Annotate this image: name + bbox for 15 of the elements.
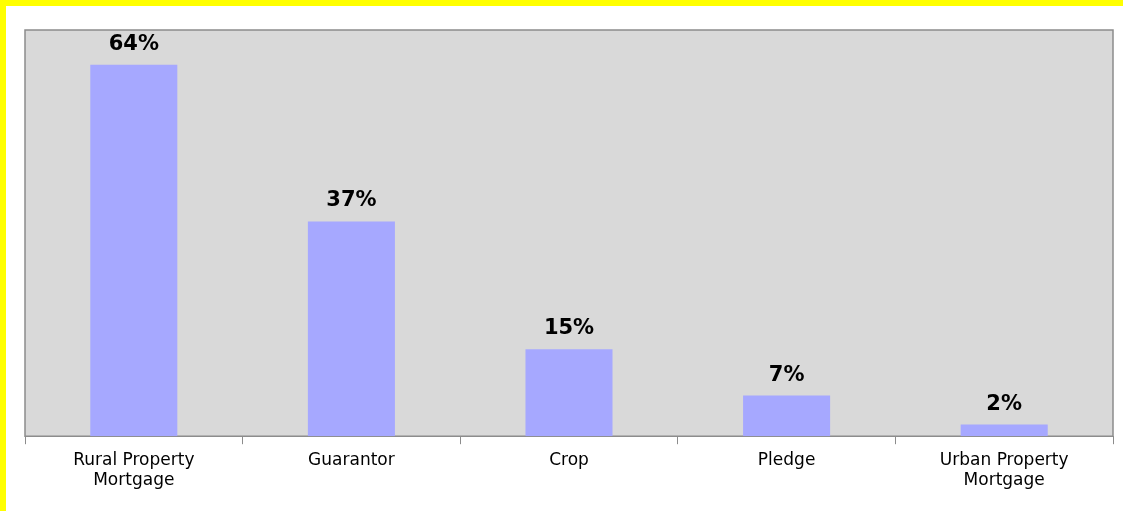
bar — [743, 395, 831, 437]
data-label: 64% — [108, 30, 159, 55]
data-label: 7% — [768, 361, 805, 386]
x-tick-label: Guarantor — [308, 448, 395, 469]
data-label: 15% — [543, 315, 595, 340]
x-tick-label: Rural Property Mortgage — [73, 448, 195, 490]
x-tick-label: Pledge — [757, 448, 816, 469]
bar — [90, 64, 178, 437]
bar — [307, 221, 395, 437]
bar — [525, 349, 613, 437]
x-tick-label: Urban Property Mortgage — [939, 448, 1069, 490]
x-tick-label: Crop — [549, 448, 589, 469]
data-label: 37% — [326, 187, 377, 212]
data-label: 2% — [986, 390, 1023, 415]
bar — [960, 424, 1048, 437]
